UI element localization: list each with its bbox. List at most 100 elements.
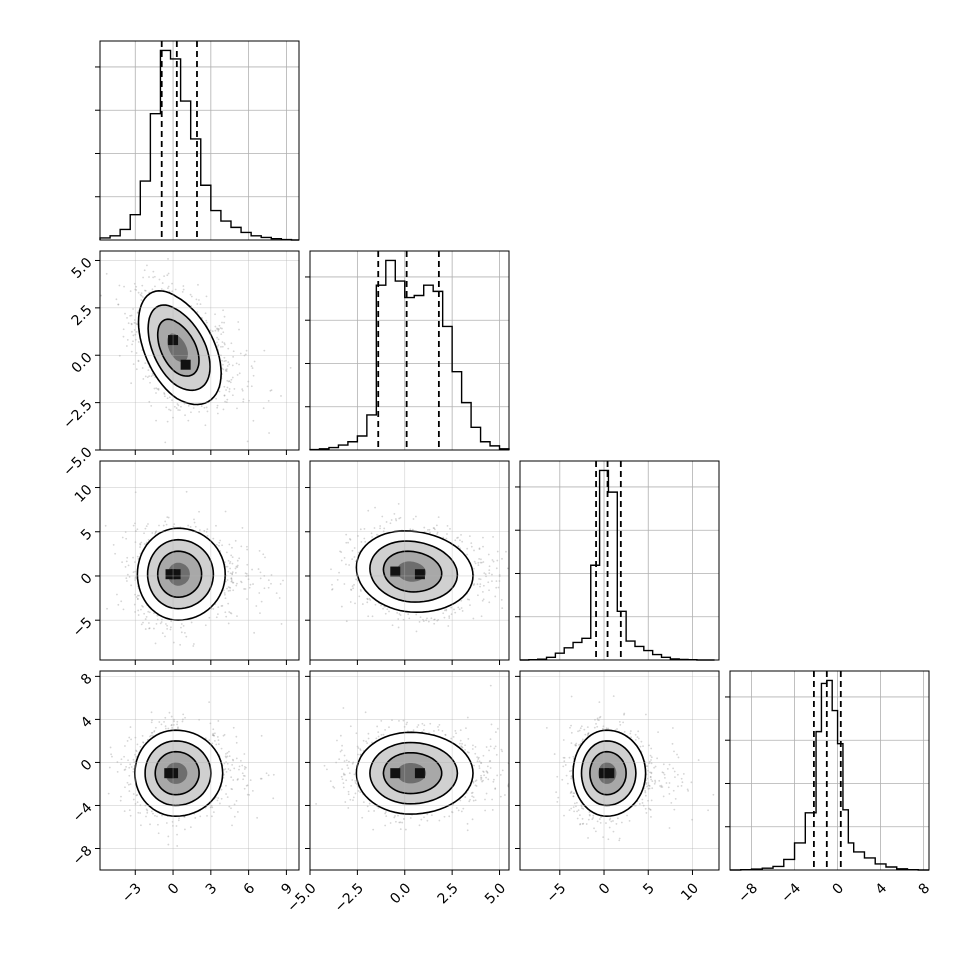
scatter-point <box>225 615 228 618</box>
scatter-point <box>383 527 386 530</box>
scatter-point <box>140 292 143 295</box>
scatter-point <box>289 366 292 369</box>
scatter-point <box>223 360 226 362</box>
scatter-point <box>156 388 159 390</box>
scatter-point <box>192 645 195 647</box>
scatter-point <box>229 589 232 592</box>
scatter-point <box>124 566 127 568</box>
scatter-point <box>496 550 499 553</box>
scatter-point <box>249 583 252 586</box>
scatter-point <box>496 559 499 562</box>
scatter-point <box>215 524 217 527</box>
density-peak <box>414 569 425 580</box>
scatter-point <box>130 323 133 326</box>
scatter-point <box>484 573 487 576</box>
scatter-point <box>157 832 160 835</box>
scatter-point <box>159 622 162 625</box>
scatter-point <box>216 404 219 407</box>
scatter-point <box>226 386 229 389</box>
scatter-point <box>396 611 399 614</box>
scatter-point <box>167 285 170 288</box>
scatter-point <box>135 755 138 758</box>
scatter-point <box>131 330 133 333</box>
scatter-point <box>247 380 250 383</box>
scatter-point <box>140 623 143 626</box>
scatter-point <box>516 581 518 583</box>
scatter-point <box>143 532 145 535</box>
scatter-point <box>197 283 199 286</box>
scatter-point <box>231 571 234 574</box>
scatter-point <box>237 321 240 323</box>
scatter-point <box>391 624 394 627</box>
scatter-point <box>360 541 363 543</box>
scatter-point <box>121 561 124 564</box>
scatter-point <box>270 582 272 585</box>
scatter-point <box>231 572 234 575</box>
panel-background <box>730 671 929 870</box>
scatter-point <box>259 612 261 615</box>
scatter-point <box>466 547 469 550</box>
scatter-point <box>221 604 224 607</box>
scatter-point <box>120 795 122 798</box>
scatter-point <box>203 406 206 409</box>
scatter-point <box>369 599 372 601</box>
scatter-point <box>221 341 224 344</box>
scatter-point <box>479 578 482 581</box>
scatter-point <box>278 597 281 599</box>
scatter-point <box>139 546 141 548</box>
scatter-point <box>260 734 263 737</box>
scatter-point <box>160 621 163 623</box>
scatter-point <box>153 612 155 615</box>
scatter-point <box>488 601 491 604</box>
scatter-point <box>182 288 185 291</box>
scatter-point <box>220 333 223 336</box>
scatter-point <box>117 303 120 306</box>
scatter-point <box>111 755 113 758</box>
scatter-point <box>128 736 131 739</box>
scatter-point <box>267 586 270 589</box>
panel-background <box>520 461 719 660</box>
scatter-point <box>336 578 339 581</box>
scatter-point <box>252 419 255 422</box>
scatter-point <box>445 608 448 611</box>
scatter-point <box>494 595 497 598</box>
scatter-point <box>136 312 139 314</box>
scatter-point <box>214 329 217 332</box>
scatter-point <box>232 589 235 592</box>
joint-panel-0-3 <box>95 670 300 875</box>
scatter-point <box>482 545 484 548</box>
scatter-point <box>171 399 173 402</box>
scatter-point <box>269 389 272 392</box>
scatter-point <box>246 563 249 566</box>
scatter-point <box>390 519 393 521</box>
scatter-point <box>136 598 139 601</box>
scatter-point <box>415 613 418 616</box>
scatter-point <box>350 588 352 591</box>
scatter-point <box>224 368 227 371</box>
scatter-point <box>433 622 436 625</box>
scatter-point <box>122 335 125 338</box>
scatter-point <box>225 368 228 370</box>
scatter-point <box>144 527 147 530</box>
scatter-point <box>206 410 209 413</box>
scatter-point <box>338 571 340 574</box>
scatter-point <box>121 536 124 539</box>
scatter-point <box>456 537 458 539</box>
scatter-point <box>226 755 229 758</box>
scatter-point <box>353 583 355 586</box>
scatter-point <box>178 817 180 820</box>
scatter-point <box>139 542 141 545</box>
scatter-point <box>211 330 214 333</box>
scatter-point <box>236 582 238 585</box>
scatter-point <box>135 323 138 326</box>
scatter-point <box>389 522 392 525</box>
scatter-point <box>182 713 185 716</box>
scatter-point <box>264 556 266 559</box>
scatter-point <box>128 766 131 769</box>
scatter-point <box>241 388 244 391</box>
scatter-point <box>460 607 463 609</box>
scatter-point <box>349 538 352 541</box>
scatter-point <box>216 613 219 616</box>
scatter-point <box>231 364 234 367</box>
scatter-point <box>106 607 108 610</box>
